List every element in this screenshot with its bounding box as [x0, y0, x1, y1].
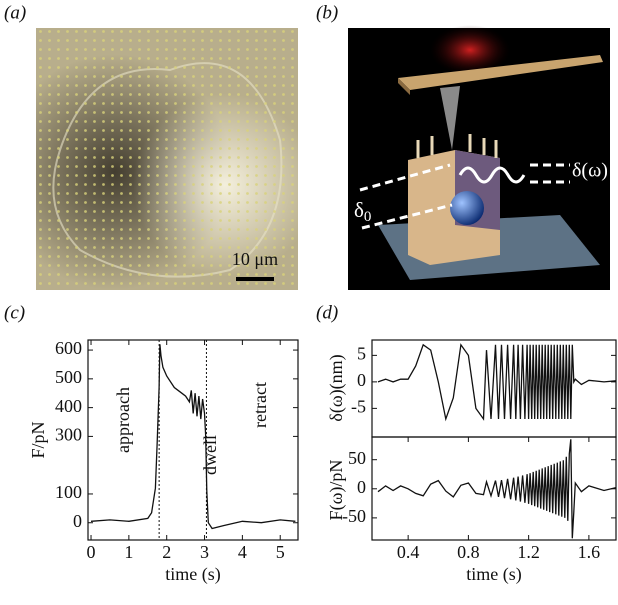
delta0-label: δ0	[354, 198, 371, 226]
x-tick-label: 1.2	[517, 542, 540, 562]
x-tick-label: 1	[124, 542, 133, 562]
delta-omega-label: δ(ω)	[572, 160, 608, 182]
y-tick-label: 50	[348, 448, 366, 468]
x-axis-label: time (s)	[466, 564, 522, 585]
x-tick-label: 0	[87, 542, 96, 562]
x-tick-label: 0.8	[457, 542, 480, 562]
panel-label: (a)	[4, 2, 26, 23]
x-axis-label: time (s)	[165, 564, 221, 585]
y-tick-label: 0	[357, 477, 366, 497]
y-tick-label: 0	[357, 370, 366, 390]
y-tick-label: 300	[55, 425, 82, 445]
y-tick-label: 600	[55, 338, 82, 358]
x-tick-label: 0.4	[397, 542, 420, 562]
x-tick-label: 3	[200, 542, 209, 562]
annotation: dwell	[200, 435, 220, 475]
y-tick-label: 100	[55, 482, 82, 502]
panel-label: (c)	[4, 302, 25, 323]
annotation: retract	[250, 382, 270, 428]
data-line	[377, 439, 617, 539]
annotation: approach	[113, 387, 133, 453]
y-tick-label: 500	[55, 367, 82, 387]
y-tick-label: 0	[73, 511, 82, 531]
x-tick-label: 1.6	[578, 542, 601, 562]
y-tick-label: -5	[351, 397, 366, 417]
schematic: δ0 δ(ω)	[348, 25, 610, 290]
delta0-subscript: 0	[364, 209, 372, 225]
x-tick-label: 2	[162, 542, 171, 562]
panel-label: (d)	[316, 302, 338, 323]
y-tick-label: 400	[55, 396, 82, 416]
y-axis-label: F(ω)/pN	[326, 460, 347, 521]
axes-frame	[371, 339, 617, 438]
data-line	[90, 344, 296, 530]
y-tick-label: -50	[342, 506, 366, 526]
data-line	[377, 343, 617, 422]
y-axis-label: δ(ω)(nm)	[326, 354, 347, 421]
x-tick-label: 5	[276, 542, 285, 562]
y-tick-label: 5	[357, 343, 366, 363]
scale-bar-label: 10 μm	[232, 249, 278, 269]
y-axis-label: F/pN	[28, 421, 48, 458]
delta0-symbol: δ	[354, 198, 364, 222]
panel-label: (b)	[316, 2, 338, 23]
x-tick-label: 4	[238, 542, 247, 562]
axes-frame	[87, 339, 299, 541]
micrograph: 10 μm	[36, 28, 298, 290]
